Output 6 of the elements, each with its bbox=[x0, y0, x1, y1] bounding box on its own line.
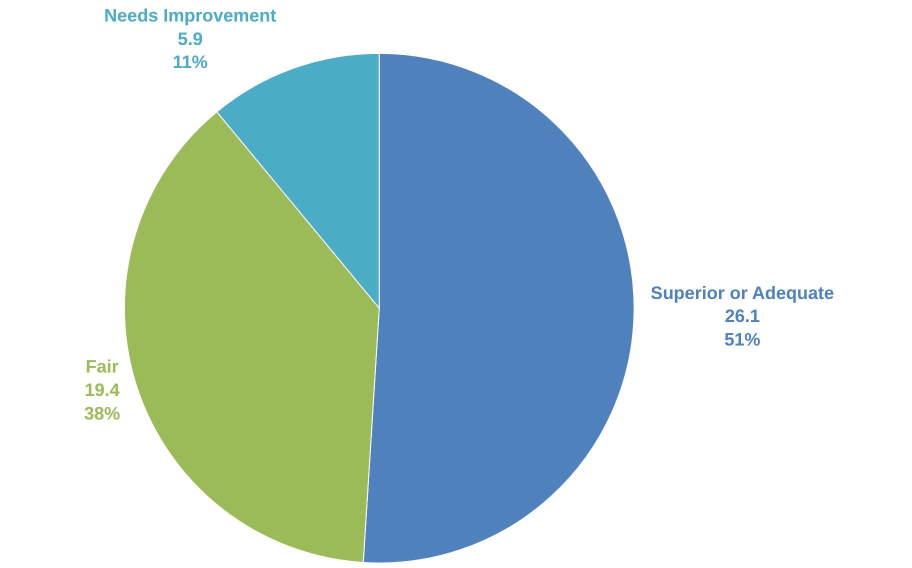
data-label: 5.9 11% bbox=[172, 28, 208, 72]
slice-label: Superior or Adequate bbox=[650, 282, 834, 303]
slice-label: Fair bbox=[86, 356, 119, 377]
data-label: 26.1 51% bbox=[724, 306, 760, 350]
slice-label: Needs Improvement bbox=[104, 5, 276, 26]
data-label: 19.4 38% bbox=[84, 380, 120, 424]
